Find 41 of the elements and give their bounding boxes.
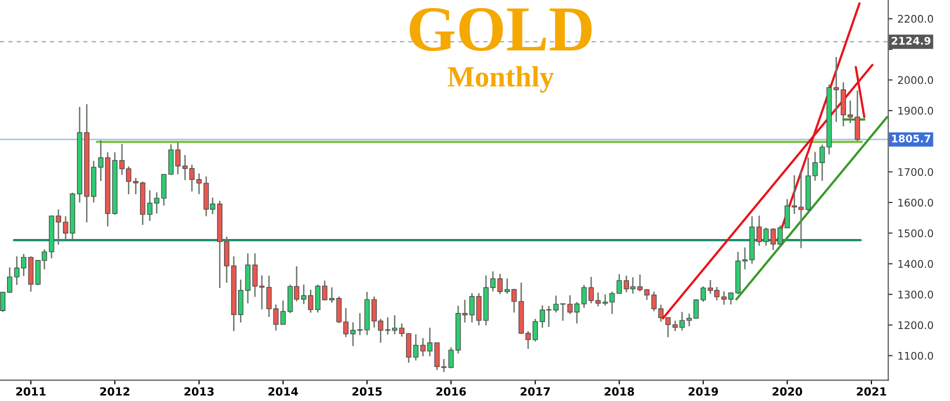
ref-line-label: 2124.9 bbox=[892, 36, 930, 45]
y-tick-label: 1700.0 bbox=[898, 168, 934, 176]
candlestick bbox=[196, 172, 202, 195]
y-tick-label: 2000.0 bbox=[898, 76, 934, 84]
y-tick-label: 2200.0 bbox=[898, 14, 934, 23]
y-tick-label: 1600.0 bbox=[898, 198, 934, 207]
candlestick bbox=[56, 208, 62, 246]
y-tick-label: 1900.0 bbox=[898, 106, 934, 115]
x-tick-label: 2014 bbox=[268, 387, 298, 396]
candlestick bbox=[448, 346, 454, 369]
x-tick-label: 2019 bbox=[688, 387, 718, 396]
candlestick bbox=[497, 273, 503, 295]
x-tick-label: 2013 bbox=[184, 387, 214, 396]
candlestick bbox=[189, 164, 195, 192]
y-tick-label: 1100.0 bbox=[898, 352, 934, 360]
candlestick bbox=[665, 316, 671, 338]
candlestick bbox=[574, 301, 580, 324]
x-tick-label: 2012 bbox=[100, 387, 130, 396]
candlestick bbox=[273, 304, 279, 332]
candlestick bbox=[567, 294, 573, 315]
text: Monthly bbox=[448, 66, 554, 93]
x-tick-label: 2016 bbox=[436, 387, 466, 396]
candlestick bbox=[280, 300, 286, 326]
y-tick-label: 1300.0 bbox=[898, 290, 934, 298]
y-tick-label: 1400.0 bbox=[898, 260, 934, 268]
ref-line-label: 1805.7 bbox=[892, 134, 930, 142]
candlestick bbox=[854, 90, 860, 142]
x-tick-label: 2018 bbox=[604, 387, 634, 396]
candlestick bbox=[62, 216, 68, 241]
x-tick-label: 2011 bbox=[16, 387, 46, 396]
y-tick-label: 1200.0 bbox=[898, 321, 934, 330]
x-tick-label: 2021 bbox=[856, 387, 886, 396]
x-tick-label: 2017 bbox=[520, 387, 550, 396]
candlestick bbox=[182, 154, 188, 181]
candlestick bbox=[266, 274, 272, 318]
x-tick-label: 2020 bbox=[772, 387, 802, 396]
y-tick-label: 1500.0 bbox=[898, 229, 934, 238]
candlestick bbox=[581, 284, 587, 309]
candlestick bbox=[490, 270, 496, 292]
chart-title: GOLD bbox=[410, 8, 592, 51]
x-tick-label: 2015 bbox=[352, 387, 382, 396]
